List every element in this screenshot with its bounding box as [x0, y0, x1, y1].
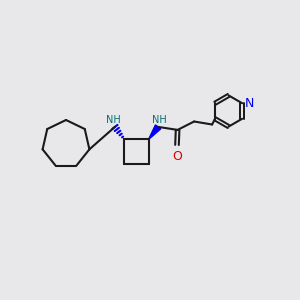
Polygon shape — [148, 125, 161, 140]
Text: NH: NH — [152, 116, 167, 125]
Text: NH: NH — [106, 116, 121, 125]
Text: O: O — [172, 150, 182, 163]
Text: N: N — [245, 97, 254, 110]
